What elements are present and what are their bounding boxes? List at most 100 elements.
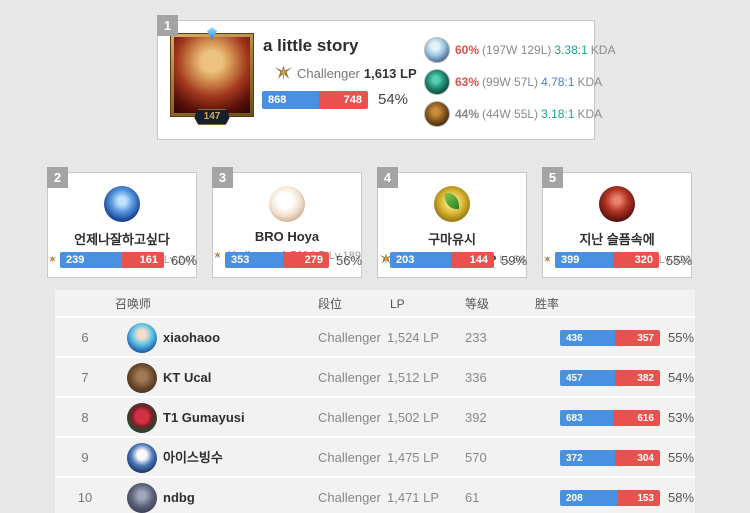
level-value: Lv.320 bbox=[658, 253, 691, 266]
rank-cell: 7 bbox=[81, 370, 89, 385]
challenger-crest-icon bbox=[48, 255, 57, 263]
champion-kda: 3.18:1 bbox=[541, 107, 575, 121]
summoner-avatar bbox=[127, 363, 157, 393]
player-card[interactable]: 4 구마유시 Challenger 1,557 LP Lv.58 203 144… bbox=[377, 167, 528, 278]
losses-segment: 748 bbox=[318, 91, 368, 109]
champion-winrate: 44% bbox=[455, 107, 480, 121]
losses-segment: 616 bbox=[612, 410, 660, 426]
lp-cell: 1,502 LP bbox=[387, 410, 440, 425]
winloss-row: 239 161 60% bbox=[60, 252, 197, 268]
level-cell: 336 bbox=[465, 370, 487, 385]
level-cell: 61 bbox=[465, 490, 480, 505]
champion-icon bbox=[424, 101, 450, 127]
table-row[interactable]: 7 KT Ucal Challenger 1,512 LP 336 457 38… bbox=[55, 358, 695, 398]
player-card[interactable]: 3 BRO Hoya Challenger 1,562 LP Lv.189 35… bbox=[212, 167, 363, 278]
winrate-value: 53% bbox=[668, 410, 695, 425]
summoner-name[interactable]: 아이스빙수 bbox=[163, 450, 223, 465]
level-cell: 233 bbox=[465, 330, 487, 345]
table-row[interactable]: 6 xiaohaoo Challenger 1,524 LP 233 436 3… bbox=[55, 318, 695, 358]
level-cell: 570 bbox=[465, 450, 487, 465]
summoner-name[interactable]: a little story bbox=[263, 36, 359, 55]
table-row[interactable]: 9 아이스빙수 Challenger 1,475 LP 570 372 304 … bbox=[55, 438, 695, 478]
top-champions-list: 60% (197W 129L) 3.38:1 KDA 63% (99W 57L)… bbox=[424, 37, 615, 133]
lp-cell: 1,524 LP bbox=[387, 330, 440, 345]
rank-badge: 1 bbox=[157, 15, 178, 36]
header-tier: 段位 bbox=[318, 297, 343, 311]
champion-winrate: 60% bbox=[455, 43, 480, 57]
wins-segment: 457 bbox=[560, 370, 615, 386]
table-row[interactable]: 8 T1 Gumayusi Challenger 1,502 LP 392 68… bbox=[55, 398, 695, 438]
losses-segment: 304 bbox=[615, 450, 660, 466]
champion-winrate: 63% bbox=[455, 75, 480, 89]
champion-stat-row[interactable]: 44% (44W 55L) 3.18:1 KDA bbox=[424, 101, 615, 127]
wins-segment: 239 bbox=[60, 252, 123, 268]
lp-cell: 1,471 LP bbox=[387, 490, 440, 505]
wins-segment: 353 bbox=[225, 252, 284, 268]
tier-cell: Challenger bbox=[318, 410, 381, 425]
wins-segment: 399 bbox=[555, 252, 613, 268]
winrate-value: 59% bbox=[501, 252, 528, 268]
summoner-name[interactable]: 지난 슬픔속에 bbox=[579, 232, 655, 247]
tier-cell: Challenger bbox=[318, 370, 381, 385]
lp-cell: 1,475 LP bbox=[387, 450, 440, 465]
top-player-card[interactable]: 1 147 a little story Challenger 1,613 LP… bbox=[157, 15, 615, 140]
summoner-name[interactable]: KT Ucal bbox=[163, 370, 212, 385]
champion-record: (99W 57L) bbox=[482, 75, 539, 89]
wins-segment: 203 bbox=[390, 252, 451, 268]
champion-record: (44W 55L) bbox=[482, 107, 539, 121]
challenger-crest-icon bbox=[213, 251, 222, 259]
lp-cell: 1,512 LP bbox=[387, 370, 440, 385]
summoner-name[interactable]: ndbg bbox=[163, 490, 195, 505]
header-lp: LP bbox=[390, 297, 405, 311]
champion-kda: 4.78:1 bbox=[541, 75, 575, 89]
winloss-bar: 436 357 bbox=[560, 330, 660, 346]
kda-label: KDA bbox=[577, 107, 603, 121]
summoner-avatar bbox=[127, 483, 157, 513]
wins-segment: 208 bbox=[560, 490, 618, 506]
champion-stat-row[interactable]: 60% (197W 129L) 3.38:1 KDA bbox=[424, 37, 615, 63]
winrate-value: 56% bbox=[336, 252, 363, 268]
gem-icon bbox=[207, 27, 217, 40]
winrate-value: 60% bbox=[171, 252, 198, 268]
rank-cell: 10 bbox=[77, 490, 93, 505]
losses-segment: 144 bbox=[450, 252, 494, 268]
level-cell: 392 bbox=[465, 410, 487, 425]
table-row[interactable]: 10 ndbg Challenger 1,471 LP 61 208 153 5… bbox=[55, 478, 695, 513]
rank-badge: 3 bbox=[212, 167, 233, 188]
winrate-value: 54% bbox=[378, 91, 409, 108]
winloss-bar: 208 153 bbox=[560, 490, 660, 506]
summoner-name[interactable]: BRO Hoya bbox=[254, 229, 320, 244]
champion-record: (197W 129L) bbox=[482, 43, 552, 57]
winloss-bar: 868 748 bbox=[262, 91, 368, 109]
winrate-value: 55% bbox=[668, 450, 695, 465]
champion-icon bbox=[424, 69, 450, 95]
challenger-crest-icon bbox=[274, 65, 293, 81]
winrate-value: 55% bbox=[666, 252, 693, 268]
tier-cell: Challenger bbox=[318, 490, 381, 505]
winloss-bar: 239 161 bbox=[60, 252, 164, 268]
header-level: 等级 bbox=[465, 297, 490, 311]
losses-segment: 357 bbox=[615, 330, 660, 346]
summoner-name[interactable]: T1 Gumayusi bbox=[163, 410, 245, 425]
champion-kda: 3.38:1 bbox=[554, 43, 588, 57]
summoner-name[interactable]: xiaohaoo bbox=[163, 330, 221, 345]
lp-value: 1,613 LP bbox=[363, 66, 417, 81]
summoner-name[interactable]: 언제나잘하고싶다 bbox=[74, 232, 170, 247]
player-card[interactable]: 2 언제나잘하고싶다 Challenger 1,613 LP Lv.247 23… bbox=[47, 167, 197, 278]
challenger-crest-icon bbox=[543, 255, 552, 263]
summoner-avatar bbox=[127, 403, 157, 433]
rank-cell: 6 bbox=[81, 330, 89, 345]
summoner-avatar bbox=[104, 186, 140, 222]
level-value: Lv.58 bbox=[499, 253, 526, 266]
player-card[interactable]: 5 지난 슬픔속에 Challenger 1,547 LP Lv.320 399… bbox=[542, 167, 693, 278]
summoner-name[interactable]: 구마유시 bbox=[428, 232, 476, 247]
champion-stat-row[interactable]: 63% (99W 57L) 4.78:1 KDA bbox=[424, 69, 615, 95]
summoner-avatar bbox=[127, 323, 157, 353]
tier-label: Challenger bbox=[297, 66, 360, 81]
winrate-value: 54% bbox=[668, 370, 695, 385]
winloss-bar: 353 279 bbox=[225, 252, 329, 268]
rank-cell: 8 bbox=[81, 410, 89, 425]
kda-label: KDA bbox=[577, 75, 603, 89]
tier-line: Challenger 1,613 LP bbox=[274, 65, 417, 82]
